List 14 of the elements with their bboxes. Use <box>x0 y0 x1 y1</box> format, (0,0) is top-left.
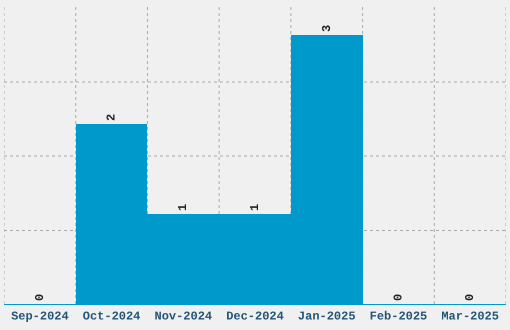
data-label: 1 <box>176 204 190 211</box>
x-tick-label: Feb-2025 <box>370 309 428 324</box>
x-tick-label: Jan-2025 <box>298 309 356 324</box>
x-tick-label: Mar-2025 <box>441 309 499 324</box>
x-tick-label: Nov-2024 <box>154 309 212 324</box>
data-label: 0 <box>33 294 47 301</box>
x-tick-label: Sep-2024 <box>11 309 69 324</box>
data-label: 3 <box>320 24 334 32</box>
data-label: 1 <box>248 204 262 211</box>
x-tick-label: Dec-2024 <box>226 309 284 324</box>
data-label: 2 <box>104 114 118 121</box>
data-label: 0 <box>463 294 477 301</box>
data-label: 0 <box>392 294 406 301</box>
x-tick-label: Oct-2024 <box>82 309 140 324</box>
